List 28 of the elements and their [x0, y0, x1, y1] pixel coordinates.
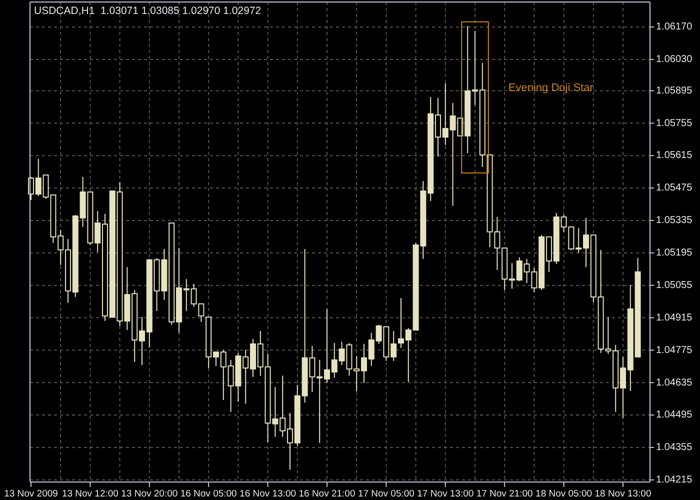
y-tick-label: 1.05755	[656, 118, 693, 129]
y-tick-label: 1.05615	[656, 150, 693, 162]
y-tick-label: 1.06170	[656, 22, 693, 33]
x-tick-label: 16 Nov 21:00	[298, 488, 356, 500]
y-tick-label: 1.04635	[656, 377, 693, 388]
x-tick-label: 17 Nov 13:00	[417, 488, 474, 500]
y-tick-label: 1.05195	[656, 248, 693, 259]
annotation: Evening Doji Star	[508, 82, 594, 94]
x-tick-label: 13 Nov 20:00	[121, 488, 178, 500]
y-tick-label: 1.04355	[656, 442, 693, 454]
x-tick-label: 13 Nov 12:00	[62, 488, 118, 500]
y-tick-label: 1.05055	[656, 280, 693, 291]
x-tick-label: 16 Nov 13:00	[240, 488, 296, 500]
chart-title: USDCAD,H1 1.03071 1.03085 1.02970 1.02972	[34, 4, 262, 17]
y-tick-label: 1.06030	[656, 54, 693, 66]
y-tick-label: 1.04915	[656, 312, 693, 324]
y-tick-label: 1.04215	[656, 474, 693, 486]
x-tick-label: 17 Nov 05:00	[358, 488, 414, 500]
x-tick-label: 16 Nov 05:00	[180, 488, 237, 500]
y-tick-label: 1.04775	[656, 344, 693, 356]
x-tick-label: 13 Nov 2009	[4, 488, 58, 500]
y-tick-label: 1.05335	[656, 215, 693, 226]
y-tick-label: 1.05475	[656, 182, 693, 194]
x-tick-label: 18 Nov 05:00	[536, 488, 592, 500]
x-tick-label: 18 Nov 13:00	[594, 488, 652, 500]
x-tick-label: 17 Nov 21:00	[476, 488, 533, 500]
y-tick-label: 1.05895	[656, 85, 693, 96]
y-tick-label: 1.04495	[656, 410, 693, 421]
